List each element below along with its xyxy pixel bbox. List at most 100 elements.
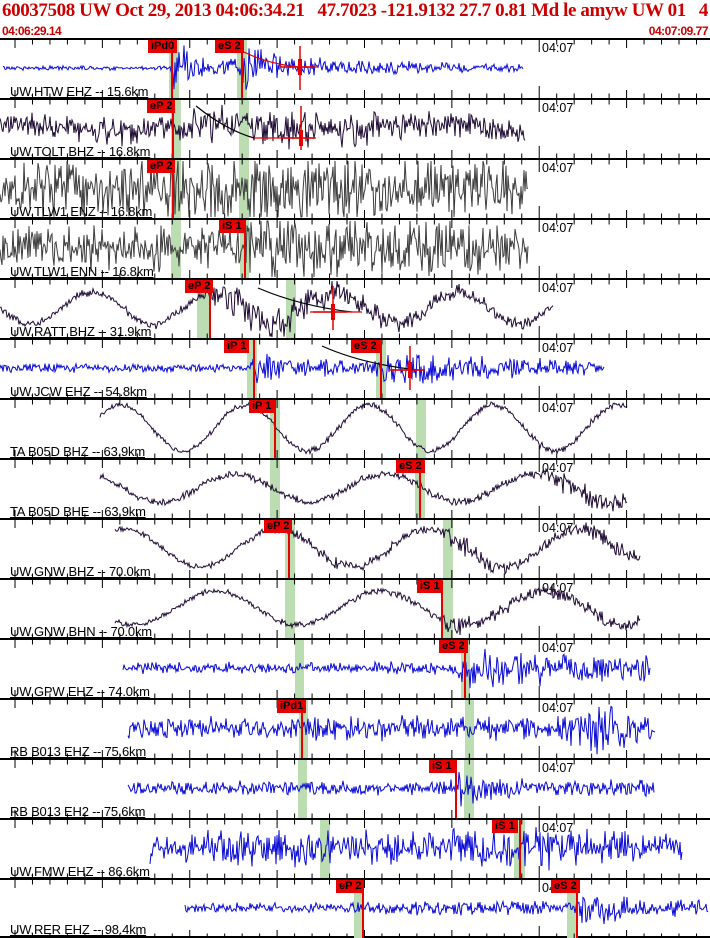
waveform-plot[interactable] [0, 700, 710, 758]
theoretical-arrival-window [239, 160, 249, 218]
station-channel-label: UW.GPW EHZ -- 74.0km [10, 684, 150, 699]
waveform-plot[interactable] [0, 220, 710, 278]
phase-pick-flag[interactable]: eP 2 [185, 280, 214, 293]
waveform-plot[interactable] [0, 820, 710, 878]
theoretical-arrival-window [320, 820, 330, 878]
phase-pick-line[interactable] [288, 520, 290, 578]
coda-duration-marker[interactable] [281, 106, 315, 150]
station-channel-label: UW.TLW1 ENN -- 16.8km [10, 264, 154, 279]
phase-pick-line[interactable] [244, 220, 246, 278]
minute-tick-label: 04:07 [542, 221, 574, 235]
trace-row-uw-tlw1[interactable]: 04:07 iS 1 UW.TLW1 ENN -- 16.8km [0, 218, 710, 279]
coda-duration-marker[interactable] [390, 346, 424, 390]
phase-pick-line[interactable] [464, 640, 466, 698]
phase-pick-line[interactable] [253, 340, 255, 398]
minute-tick-label: 04:07 [542, 821, 574, 835]
theoretical-arrival-window [169, 40, 179, 98]
phase-pick-flag[interactable]: iP 1 [224, 340, 250, 353]
event-title: 60037508 UW Oct 29, 2013 04:06:34.21 47.… [2, 0, 708, 21]
phase-pick-flag[interactable]: eS 2 [351, 340, 380, 353]
phase-pick-flag[interactable]: iPd1 [277, 700, 307, 713]
phase-pick-line[interactable] [455, 760, 457, 818]
phase-pick-flag[interactable]: iPd0 [148, 40, 178, 53]
waveform-plot[interactable] [0, 640, 710, 698]
phase-pick-line[interactable] [301, 700, 303, 758]
phase-pick-flag[interactable]: eP 2 [147, 160, 176, 173]
trace-row-uw-tlw1[interactable]: 04:07 eP 2 UW.TLW1 ENZ -- 16.8km [0, 158, 710, 219]
waveform-plot[interactable] [0, 520, 710, 578]
trace-row-uw-jcw[interactable]: 04:07 iP 1 eS 2 UW.JCW EHZ -- 54.8km [0, 338, 710, 399]
station-channel-label: UW.HTW EHZ -- 15.6km [10, 84, 149, 99]
seismic-trace [0, 220, 529, 278]
phase-pick-flag[interactable]: eP 2 [336, 880, 365, 893]
phase-pick-flag[interactable]: eS 2 [396, 460, 425, 473]
phase-pick-flag[interactable]: iS 1 [417, 580, 443, 593]
minute-tick-label: 04:07 [542, 581, 574, 595]
waveform-plot[interactable] [0, 460, 710, 518]
trace-row-rb[interactable]: 04:07 iPd1 RB B013 EHZ -- 75.6km [0, 698, 710, 759]
phase-pick-line[interactable] [209, 280, 211, 338]
phase-pick-line[interactable] [362, 880, 364, 938]
trace-row-uw-gnw[interactable]: 04:07 eP 2 UW.GNW BHZ -- 70.0km [0, 518, 710, 579]
waveform-plot[interactable] [0, 160, 710, 218]
phase-pick-line[interactable] [576, 880, 578, 938]
phase-pick-flag[interactable]: eP 2 [147, 100, 176, 113]
phase-pick-line[interactable] [172, 100, 174, 158]
coda-decay-curve [195, 105, 255, 139]
trace-row-uw-gnw[interactable]: 04:07 iS 1 UW.GNW BHN -- 70.0km [0, 578, 710, 639]
phase-pick-line[interactable] [380, 340, 382, 398]
trace-row-uw-ratt[interactable]: 04:07 eP 2 UW.RATT BHZ -- 31.9km [0, 278, 710, 339]
trace-row-ta[interactable]: 04:07 eS 2 TA B05D BHE -- 63.9km [0, 458, 710, 519]
waveform-plot[interactable] [0, 880, 710, 938]
theoretical-arrival-window [416, 400, 426, 458]
phase-pick-flag[interactable]: eS 2 [439, 640, 468, 653]
trace-row-uw-tolt[interactable]: 04:07 eP 2 UW.TOLT BHZ -- 16.8km [0, 98, 710, 159]
waveform-plot[interactable] [0, 40, 710, 98]
trace-row-ta[interactable]: 04:07 iP 1 TA B05D BHZ -- 63.9km [0, 398, 710, 459]
header: 60037508 UW Oct 29, 2013 04:06:34.21 47.… [0, 0, 710, 38]
phase-pick-flag[interactable]: iS 1 [219, 220, 245, 233]
phase-pick-flag[interactable]: iS 1 [429, 760, 455, 773]
waveform-plot[interactable] [0, 100, 710, 158]
trace-row-uw-fmw[interactable]: 04:07 iS 1 UW.FMW EHZ -- 86.6km [0, 818, 710, 879]
waveform-plot[interactable] [0, 400, 710, 458]
station-channel-label: UW.GNW BHN -- 70.0km [10, 624, 152, 639]
phase-pick-line[interactable] [441, 580, 443, 638]
phase-pick-line[interactable] [274, 400, 276, 458]
station-channel-label: RB B013 EHZ -- 75.6km [10, 744, 146, 759]
coda-duration-marker[interactable] [280, 46, 314, 90]
seismic-trace [127, 772, 655, 807]
seismic-trace [0, 160, 529, 218]
phase-pick-flag[interactable]: eP 2 [264, 520, 293, 533]
theoretical-arrival-window [270, 460, 280, 518]
phase-pick-flag[interactable]: eS 2 [215, 40, 244, 53]
waveform-plot[interactable] [0, 340, 710, 398]
trace-row-uw-htw[interactable]: 04:07 iPd0 eS 2 UW.HTW EHZ -- 15.6km [0, 38, 710, 99]
phase-pick-line[interactable] [171, 40, 173, 98]
phase-pick-line[interactable] [419, 460, 421, 518]
phase-pick-flag[interactable]: eS 2 [551, 880, 580, 893]
coda-duration-marker[interactable] [313, 286, 347, 330]
trace-row-uw-gpw[interactable]: 04:07 eS 2 UW.GPW EHZ -- 74.0km [0, 638, 710, 699]
station-channel-label: TA B05D BHE -- 63.9km [10, 504, 146, 519]
trace-row-rb[interactable]: 04:07 iS 1 RB B013 EH2 -- 75.6km [0, 758, 710, 819]
phase-pick-line[interactable] [241, 40, 243, 98]
theoretical-arrival-window [171, 100, 181, 158]
phase-pick-flag[interactable]: iP 1 [249, 400, 275, 413]
minute-tick-label: 04:07 [542, 641, 574, 655]
theoretical-arrival-window [285, 520, 295, 578]
theoretical-arrival-window [285, 580, 295, 638]
station-channel-label: UW.RER EHZ -- 98.4km [10, 922, 147, 937]
theoretical-arrival-window [298, 760, 307, 818]
phase-pick-line[interactable] [172, 160, 174, 218]
phase-pick-flag[interactable]: iS 1 [492, 820, 518, 833]
seismic-trace [122, 648, 651, 689]
window-start-time: 04:06:29.14 [2, 24, 62, 38]
waveform-plot[interactable] [0, 580, 710, 638]
waveform-plot[interactable] [0, 760, 710, 818]
phase-pick-line[interactable] [519, 820, 521, 878]
station-channel-label: UW.JCW EHZ -- 54.8km [10, 384, 147, 399]
seismic-trace [99, 401, 628, 456]
station-channel-label: UW.TLW1 ENZ -- 16.8km [10, 204, 153, 219]
